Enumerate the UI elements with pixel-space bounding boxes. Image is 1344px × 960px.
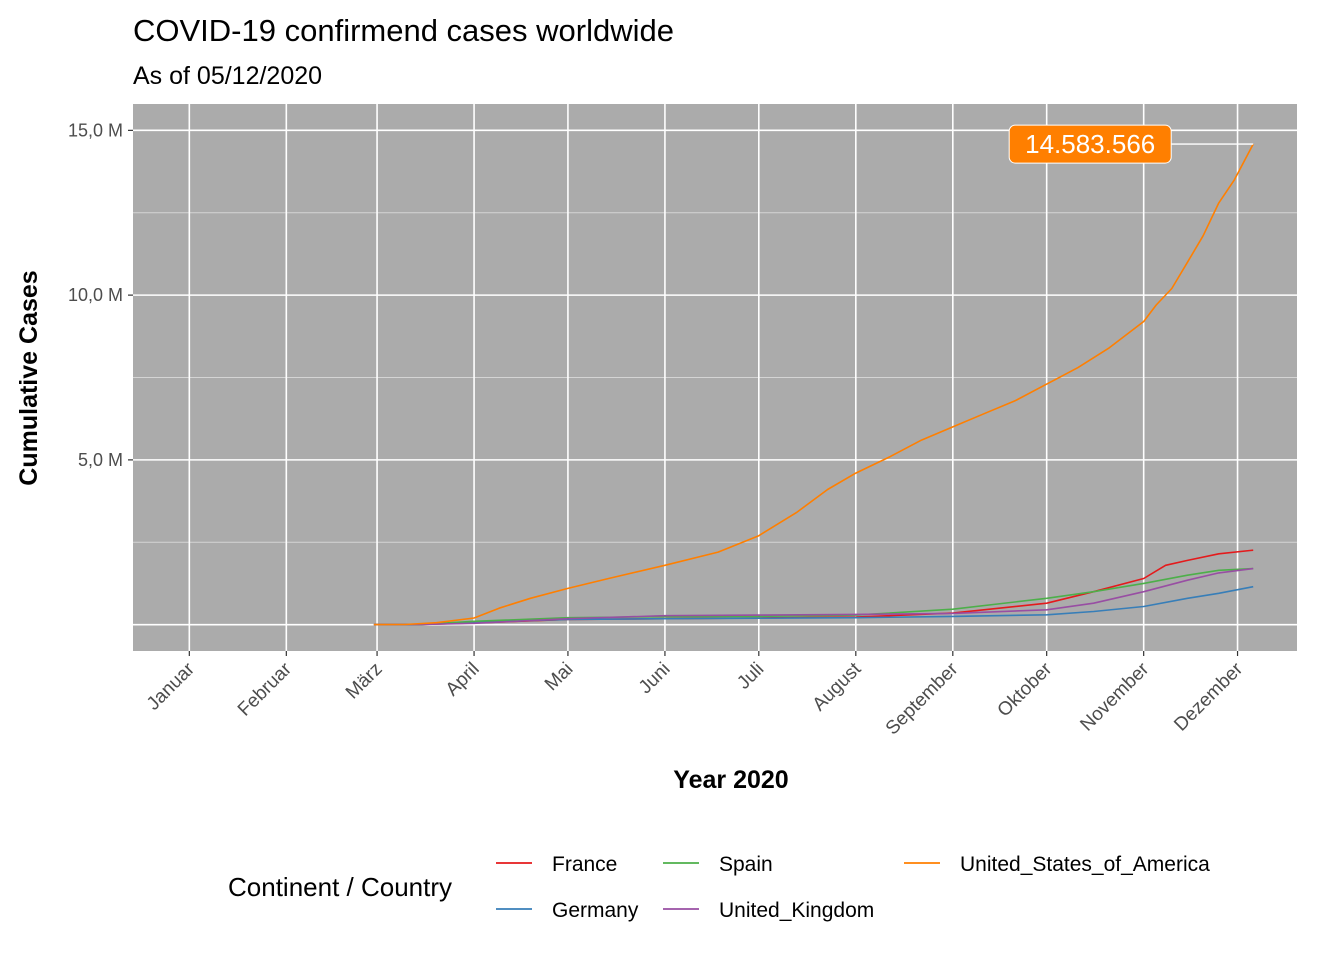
x-tick-label: August xyxy=(809,658,866,715)
x-tick-label: Mai xyxy=(541,659,578,696)
grid-minor xyxy=(133,212,1297,543)
series-lines xyxy=(373,143,1254,626)
x-tick-label: Juni xyxy=(635,659,674,698)
legend-title: Continent / Country xyxy=(228,872,452,902)
series-line-united-kingdom xyxy=(373,567,1254,626)
callout-box xyxy=(1008,124,1172,164)
x-tick-label: Dezember xyxy=(1170,658,1247,735)
y-tick-label: 15,0 M xyxy=(68,120,123,140)
x-tick-label: Februar xyxy=(234,658,296,720)
max-value-callout: 14.583.566 xyxy=(1008,124,1254,164)
legend-label-germany: Germany xyxy=(552,899,639,922)
x-tick-label: April xyxy=(442,659,484,701)
x-tick-label: Oktober xyxy=(994,658,1057,721)
x-tick-label: Januar xyxy=(143,658,199,714)
legend-label-united-states-of-america: United_States_of_America xyxy=(960,853,1210,876)
callout-label: 14.583.566 xyxy=(1025,129,1155,159)
legend-label-united-kingdom: United_Kingdom xyxy=(719,899,874,922)
legend-label-spain: Spain xyxy=(719,853,773,876)
x-tick-label: März xyxy=(342,659,387,704)
x-axis: Januar Februar März April Mai Juni Juli August S… xyxy=(143,651,1248,739)
x-axis-title: Year 2020 xyxy=(673,766,788,794)
x-tick-label: September xyxy=(882,658,963,739)
series-line-spain xyxy=(373,567,1254,626)
y-tick-label: 5,0 M xyxy=(78,450,123,470)
y-axis-title: Cumulative Cases xyxy=(15,270,43,485)
legend-items: France Germany Spain United_Kingdom United_S… xyxy=(496,853,1210,922)
x-tick-label: November xyxy=(1076,658,1153,735)
chart-title: COVID-19 confirmend cases worldwide xyxy=(133,13,674,48)
legend-label-france: France xyxy=(552,853,617,876)
y-axis: 5,0 M 10,0 M 15,0 M xyxy=(68,120,133,470)
legend: Continent / Country France Germany Spain Un… xyxy=(228,853,1210,922)
series-line-united-states-of-america xyxy=(373,143,1254,626)
chart-subtitle: As of 05/12/2020 xyxy=(133,62,322,90)
x-tick-label: Juli xyxy=(733,659,768,694)
y-tick-label: 10,0 M xyxy=(68,285,123,305)
